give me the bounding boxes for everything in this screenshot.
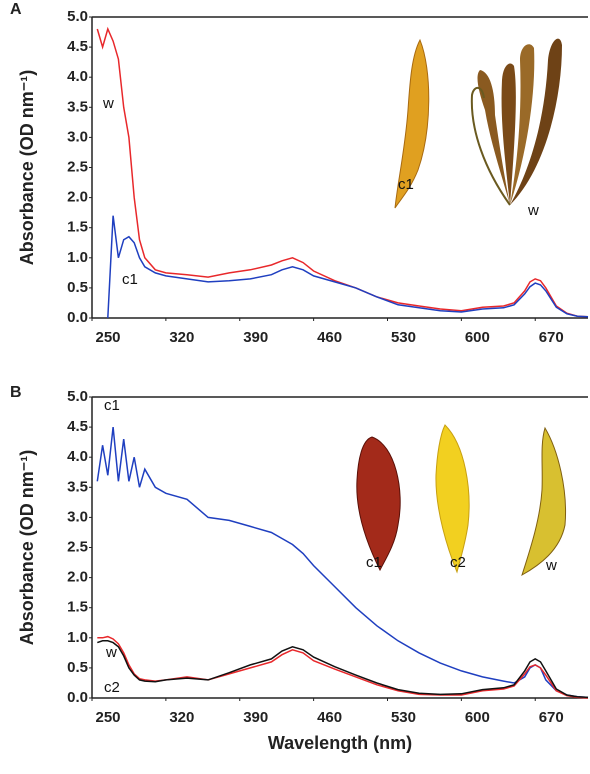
photo-leaf-c1 bbox=[356, 436, 401, 572]
annotation: c1 bbox=[366, 554, 382, 571]
y-tick-label: 0.5 bbox=[67, 659, 88, 676]
y-tick-label: 4.5 bbox=[67, 38, 88, 55]
x-tick-label: 600 bbox=[465, 709, 490, 726]
panel-label: A bbox=[10, 1, 22, 18]
x-axis-title: Wavelength (nm) bbox=[268, 733, 412, 753]
y-tick-label: 0.0 bbox=[67, 689, 88, 706]
x-tick-label: 670 bbox=[539, 329, 564, 346]
y-tick-label: 3.0 bbox=[67, 508, 88, 525]
photo-kelp-w bbox=[470, 38, 562, 206]
x-tick-label: 250 bbox=[95, 709, 120, 726]
y-tick-label: 0.0 bbox=[67, 309, 88, 326]
y-tick-label: 1.0 bbox=[67, 629, 88, 646]
x-tick-label: 530 bbox=[391, 329, 416, 346]
y-tick-label: 5.0 bbox=[67, 388, 88, 405]
y-tick-label: 2.0 bbox=[67, 569, 88, 586]
annotation: w bbox=[102, 95, 114, 112]
x-tick-label: 460 bbox=[317, 709, 342, 726]
x-tick-label: 390 bbox=[243, 709, 268, 726]
y-tick-label: 3.0 bbox=[67, 128, 88, 145]
y-tick-label: 1.5 bbox=[67, 599, 88, 616]
x-tick-label: 320 bbox=[169, 329, 194, 346]
y-axis-title: Absorbance (OD nm⁻¹) bbox=[17, 70, 37, 266]
photo-leaf-w bbox=[521, 426, 567, 577]
series-line bbox=[107, 215, 589, 319]
x-tick-label: 460 bbox=[317, 329, 342, 346]
photo-leaf-c2 bbox=[435, 424, 470, 574]
y-tick-label: 0.5 bbox=[67, 279, 88, 296]
series-line bbox=[97, 640, 589, 699]
x-tick-label: 320 bbox=[169, 709, 194, 726]
y-tick-label: 1.5 bbox=[67, 219, 88, 236]
annotation: c2 bbox=[104, 679, 120, 696]
panel-label: B bbox=[10, 384, 22, 401]
photo-leaf-c1 bbox=[394, 38, 430, 209]
y-tick-label: 2.0 bbox=[67, 189, 88, 206]
x-tick-label: 670 bbox=[539, 709, 564, 726]
series-line bbox=[96, 427, 589, 699]
y-tick-label: 3.5 bbox=[67, 98, 88, 115]
y-tick-label: 5.0 bbox=[67, 8, 88, 25]
x-tick-label: 390 bbox=[243, 329, 268, 346]
annotation: c1 bbox=[104, 397, 120, 414]
annotation: c2 bbox=[450, 554, 466, 571]
y-tick-label: 1.0 bbox=[67, 249, 88, 266]
y-tick-label: 2.5 bbox=[67, 158, 88, 175]
annotation: c1 bbox=[398, 176, 414, 193]
annotation: c1 bbox=[122, 271, 138, 288]
y-tick-label: 4.0 bbox=[67, 448, 88, 465]
y-tick-label: 4.0 bbox=[67, 68, 88, 85]
x-tick-label: 530 bbox=[391, 709, 416, 726]
y-tick-label: 3.5 bbox=[67, 478, 88, 495]
y-tick-label: 4.5 bbox=[67, 418, 88, 435]
x-tick-label: 250 bbox=[95, 329, 120, 346]
series-line bbox=[96, 26, 589, 318]
annotation: w bbox=[105, 644, 117, 661]
x-tick-label: 600 bbox=[465, 329, 490, 346]
y-axis-title: Absorbance (OD nm⁻¹) bbox=[17, 450, 37, 646]
y-tick-label: 2.5 bbox=[67, 538, 88, 555]
annotation: w bbox=[527, 202, 539, 219]
annotation: w bbox=[545, 557, 557, 574]
series-line bbox=[97, 635, 589, 699]
